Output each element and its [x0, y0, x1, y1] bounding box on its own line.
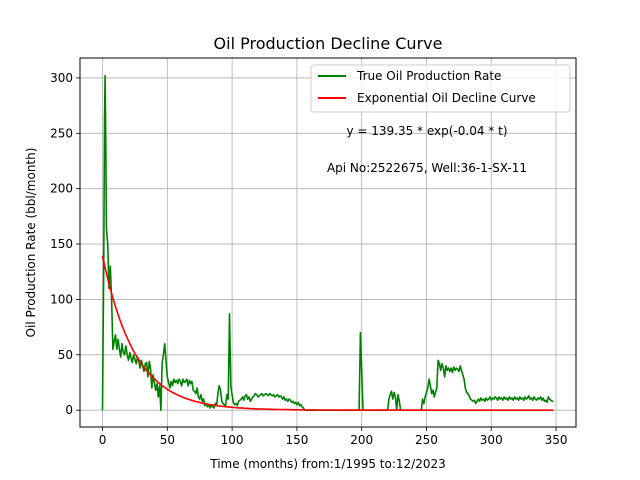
x-tick-label: 150 [285, 433, 308, 447]
y-tick-label: 0 [65, 403, 73, 417]
series-line-true-rate [101, 74, 554, 411]
y-tick-label: 150 [50, 237, 73, 251]
y-axis-label: Oil Production Rate (bbl/month) [24, 148, 38, 338]
fit-equation-annotation: y = 139.35 * exp(-0.04 * t) [346, 124, 507, 138]
legend: True Oil Production Rate Exponential Oil… [310, 64, 571, 113]
y-tick-label: 200 [50, 182, 73, 196]
legend-label-exponential-fit: Exponential Oil Decline Curve [357, 91, 536, 105]
legend-label-true-rate: True Oil Production Rate [356, 69, 501, 83]
x-tick-label: 50 [160, 433, 175, 447]
y-tick-label: 300 [50, 71, 73, 85]
y-axis-ticks: 0 50 100 150 200 250 300 [50, 71, 80, 417]
y-tick-label: 250 [50, 126, 73, 140]
well-info-annotation: Api No:2522675, Well:36-1-SX-11 [327, 161, 527, 175]
x-tick-label: 300 [480, 433, 503, 447]
chart-title: Oil Production Decline Curve [214, 34, 443, 53]
series-line-exponential-fit [101, 255, 554, 411]
x-tick-label: 250 [415, 433, 438, 447]
legend-box [310, 64, 571, 113]
x-axis-ticks: 0 50 100 150 200 250 300 350 [99, 427, 568, 447]
x-tick-label: 350 [545, 433, 568, 447]
x-axis-label: Time (months) from:1/1995 to:12/2023 [209, 457, 446, 471]
x-tick-label: 200 [350, 433, 373, 447]
y-tick-label: 100 [50, 292, 73, 306]
x-tick-label: 100 [221, 433, 244, 447]
plot-frame [79, 57, 577, 428]
x-tick-label: 0 [99, 433, 107, 447]
y-tick-label: 50 [58, 348, 73, 362]
series-layer [101, 74, 554, 411]
